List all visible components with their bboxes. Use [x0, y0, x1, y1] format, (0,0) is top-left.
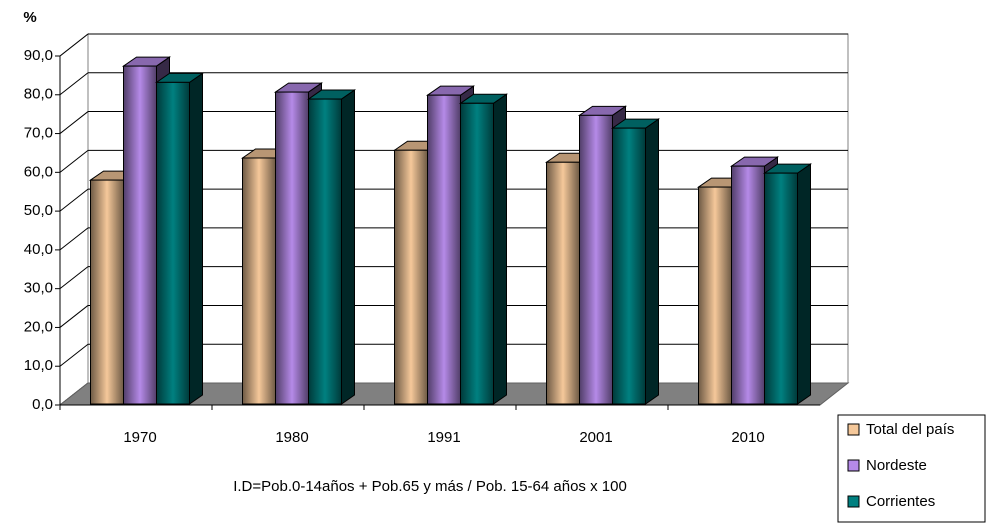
- legend-label: Corrientes: [866, 493, 935, 510]
- y-tick-label: 90,0: [24, 47, 53, 64]
- bar-front: [579, 114, 613, 405]
- bar-side: [189, 72, 203, 405]
- y-tick-label: 80,0: [24, 86, 53, 103]
- bar-front: [731, 165, 765, 405]
- bar-front: [156, 81, 190, 405]
- bar-front: [546, 161, 580, 405]
- grid-line-side: [59, 266, 89, 290]
- x-tick-label: 2010: [731, 429, 764, 446]
- legend-label: Total del país: [866, 421, 954, 438]
- bar-front: [275, 91, 309, 405]
- grid-line-side: [59, 343, 89, 367]
- bar-front: [698, 186, 732, 405]
- legend-box: [837, 414, 986, 523]
- bar: [154, 72, 205, 405]
- y-tick-label: 10,0: [24, 357, 53, 374]
- bar-side: [645, 118, 659, 405]
- bar-front: [394, 149, 428, 405]
- bar-front: [308, 98, 342, 405]
- bar-front: [90, 179, 124, 405]
- bar: [610, 118, 661, 405]
- y-tick-label: 60,0: [24, 163, 53, 180]
- legend-swatch: [847, 495, 860, 508]
- grid-line-side: [59, 305, 89, 328]
- grid-line-side: [59, 227, 89, 251]
- left-wall: [59, 32, 89, 407]
- bar-side: [493, 93, 507, 405]
- note: I.D=Pob.0-14años + Pob.65 y más / Pob. 1…: [233, 478, 627, 495]
- bar-front: [427, 94, 461, 405]
- grid-line-side: [59, 149, 89, 173]
- x-tick-label: 1980: [275, 429, 308, 446]
- grid-line-side: [59, 72, 89, 96]
- grid-line-side: [59, 33, 89, 57]
- y-tick-label: 40,0: [24, 241, 53, 258]
- bar-front: [764, 172, 798, 405]
- legend-label: Nordeste: [866, 457, 927, 474]
- y-tick-label: 0,0: [32, 396, 53, 413]
- y-tick-label: 20,0: [24, 318, 53, 335]
- x-tick-label: 2001: [579, 429, 612, 446]
- x-tick-label: 1970: [123, 429, 156, 446]
- bar-front: [242, 157, 276, 405]
- bar-front: [123, 65, 157, 405]
- bar-front: [460, 102, 494, 405]
- bar-side: [341, 89, 355, 405]
- y-axis-label: %: [23, 9, 36, 26]
- grid-line-side: [59, 188, 89, 212]
- x-tick-label: 1991: [427, 429, 460, 446]
- y-tick-label: 70,0: [24, 125, 53, 142]
- bar-front: [612, 127, 646, 405]
- bar-side: [797, 163, 811, 405]
- grid-line-side: [59, 111, 89, 134]
- y-tick-label: 30,0: [24, 280, 53, 297]
- legend-swatch: [847, 423, 860, 436]
- y-tick-label: 50,0: [24, 202, 53, 219]
- bar: [458, 93, 509, 405]
- bar: [762, 163, 813, 405]
- legend-swatch: [847, 459, 860, 472]
- bar: [306, 89, 357, 405]
